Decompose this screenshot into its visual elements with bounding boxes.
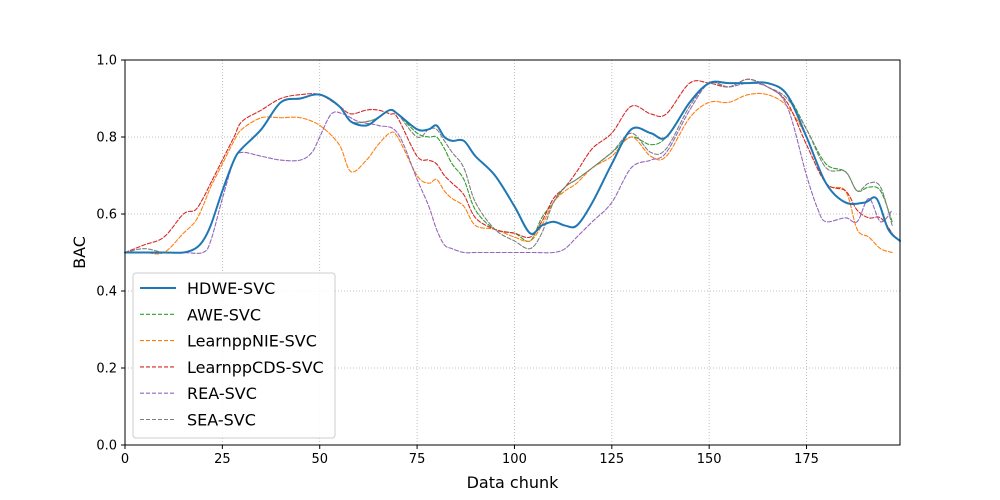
x-tick-label: 150 xyxy=(697,452,722,467)
legend-box xyxy=(132,272,336,439)
x-tick-label: 100 xyxy=(502,452,527,467)
y-tick-label: 0.2 xyxy=(96,362,117,377)
series-line-learnppnie-svc xyxy=(124,92,893,255)
legend-label-awe-svc: AWE-SVC xyxy=(187,305,261,324)
y-tick-label: 0.4 xyxy=(96,285,117,300)
legend: HDWE-SVC AWE-SVC LearnppNIE-SVC LearnppCDS-… xyxy=(132,272,336,439)
y-tick-label: 0.8 xyxy=(96,131,117,146)
series-lines xyxy=(124,78,901,255)
legend-label-hdwe-svc: HDWE-SVC xyxy=(187,279,275,298)
x-axis-label: Data chunk xyxy=(467,473,560,492)
x-tick-label: 75 xyxy=(409,452,426,467)
plot-frame xyxy=(124,59,901,446)
legend-label-learnppnie-svc: LearnppNIE-SVC xyxy=(187,332,317,351)
legend-label-learnppcds-svc: LearnppCDS-SVC xyxy=(187,358,324,377)
series-line-hdwe-svc xyxy=(124,80,901,254)
x-tick-label: 125 xyxy=(599,452,624,467)
y-axis-label: BAC xyxy=(70,236,89,269)
x-tick-label: 25 xyxy=(214,452,231,467)
legend-label-sea-svc: SEA-SVC xyxy=(187,411,256,430)
y-tick-label: 0.0 xyxy=(96,439,117,454)
y-axis-ticks: 0.0 0.2 0.4 0.6 0.8 1.0 xyxy=(96,54,125,454)
y-tick-label: 0.6 xyxy=(96,208,117,223)
legend-label-rea-svc: REA-SVC xyxy=(187,384,257,403)
series-line-rea-svc xyxy=(124,81,893,254)
x-tick-label: 175 xyxy=(794,452,819,467)
x-axis-ticks: 0 25 50 75 100 125 150 175 xyxy=(121,445,819,467)
x-tick-label: 0 xyxy=(121,452,129,467)
y-tick-label: 1.0 xyxy=(96,54,117,69)
x-tick-label: 50 xyxy=(311,452,328,467)
